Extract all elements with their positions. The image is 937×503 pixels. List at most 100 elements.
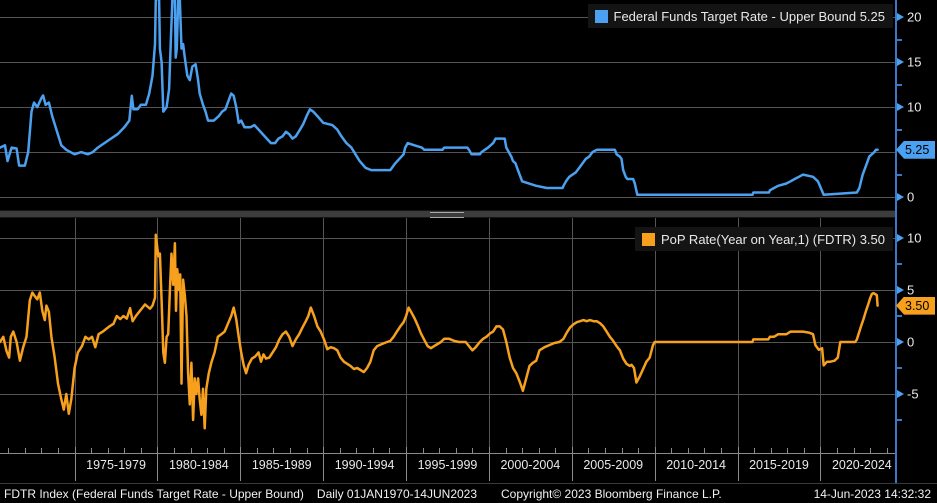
- period-separator: [406, 447, 407, 481]
- year-tick: [191, 448, 192, 453]
- panel-divider-handle-icon[interactable]: [430, 212, 464, 218]
- time-axis-line: [0, 453, 895, 454]
- year-tick: [854, 448, 855, 453]
- right-value-axis: 20 15 10 0 5.25 10 5 0 -5 3.50: [895, 0, 937, 483]
- axis-minor-tick: [897, 262, 902, 265]
- period-separator: [323, 447, 324, 481]
- year-tick: [141, 448, 142, 453]
- time-axis-label: 1975-1979: [86, 458, 146, 472]
- panel-divider[interactable]: [0, 210, 895, 218]
- year-tick: [124, 448, 125, 453]
- pop-rate-line: [0, 233, 879, 430]
- period-separator: [240, 447, 241, 481]
- year-tick: [472, 448, 473, 453]
- year-tick: [174, 448, 175, 453]
- year-tick: [58, 448, 59, 453]
- time-axis-label: 2015-2019: [749, 458, 809, 472]
- year-tick: [108, 448, 109, 453]
- year-tick: [887, 448, 888, 453]
- year-tick: [638, 448, 639, 453]
- time-axis-label: 1985-1989: [251, 458, 312, 472]
- axis-minor-tick: [897, 314, 902, 317]
- axis-minor-tick: [897, 128, 902, 131]
- year-tick: [224, 448, 225, 453]
- year-tick: [389, 448, 390, 453]
- year-tick: [506, 448, 507, 453]
- axis-tick-label: 5: [907, 282, 915, 298]
- year-tick: [8, 448, 9, 453]
- year-tick: [25, 448, 26, 453]
- period-separator: [738, 447, 739, 481]
- axis-tick-label: 10: [907, 99, 922, 115]
- time-axis-label: 2000-2004: [500, 458, 561, 472]
- axis-tick-arrow-icon: [897, 193, 904, 202]
- time-axis: 1975-1979 1980-1984 1985-1989 1990-1994 1995…: [0, 447, 895, 483]
- period-separator: [572, 447, 573, 481]
- pop-rate-line-plot: [0, 218, 895, 447]
- axis-tick-arrow-icon: [897, 13, 904, 22]
- pop-rate-legend-swatch-icon: [641, 232, 655, 246]
- axis-minor-tick: [897, 418, 902, 421]
- period-separator: [489, 447, 490, 481]
- axis-tick-arrow-icon: [897, 58, 904, 67]
- pop-rate-panel[interactable]: PoP Rate(Year on Year,1) (FDTR) 3.50: [0, 218, 895, 447]
- year-tick: [539, 448, 540, 453]
- year-tick: [307, 448, 308, 453]
- time-axis-label: 1990-1994: [334, 458, 395, 472]
- time-axis-label: 2005-2009: [583, 458, 644, 472]
- periodicity-date-range: Daily 01JAN1970-14JUN2023: [316, 486, 478, 501]
- year-tick: [588, 448, 589, 453]
- axis-tick-arrow-icon: [897, 389, 904, 398]
- pop-rate-legend-label: PoP Rate(Year on Year,1) (FDTR) 3.50: [660, 231, 885, 247]
- current-datetime: 14-Jun-2023 14:32:32: [813, 486, 931, 501]
- year-tick: [456, 448, 457, 453]
- axis-tick-arrow-icon: [897, 233, 904, 242]
- axis-minor-tick: [897, 366, 902, 369]
- year-tick: [439, 448, 440, 453]
- year-tick: [522, 448, 523, 453]
- last-value-badge: 3.50: [896, 296, 935, 315]
- fed-funds-legend[interactable]: Federal Funds Target Rate - Upper Bound …: [587, 4, 893, 28]
- year-tick: [356, 448, 357, 453]
- year-tick: [290, 448, 291, 453]
- axis-minor-tick: [897, 173, 902, 176]
- fed-funds-legend-label: Federal Funds Target Rate - Upper Bound …: [613, 8, 885, 24]
- year-tick: [671, 448, 672, 453]
- status-bar: FDTR Index (Federal Funds Target Rate - …: [0, 483, 937, 503]
- time-axis-label: 1980-1984: [168, 458, 229, 472]
- time-axis-label: 2020-2024: [831, 458, 892, 472]
- value-axis-line: [895, 0, 897, 483]
- year-tick: [555, 448, 556, 453]
- fed-funds-line: [0, 0, 879, 197]
- year-tick: [273, 448, 274, 453]
- axis-tick-label: 10: [907, 230, 922, 246]
- axis-tick-label: 0: [907, 334, 915, 350]
- year-tick: [41, 448, 42, 453]
- axis-tick-arrow-icon: [897, 285, 904, 294]
- fed-funds-line-plot: [0, 0, 895, 198]
- year-tick: [423, 448, 424, 453]
- period-separator: [820, 447, 821, 481]
- axis-tick-label: -5: [907, 386, 919, 402]
- period-separator: [655, 447, 656, 481]
- axis-tick-arrow-icon: [897, 103, 904, 112]
- time-axis-label: 1995-1999: [417, 458, 478, 472]
- year-tick: [91, 448, 92, 453]
- year-tick: [704, 448, 705, 453]
- pop-rate-legend[interactable]: PoP Rate(Year on Year,1) (FDTR) 3.50: [634, 227, 893, 251]
- year-tick: [257, 448, 258, 453]
- year-tick: [373, 448, 374, 453]
- fed-funds-legend-swatch-icon: [594, 9, 608, 23]
- year-tick: [870, 448, 871, 453]
- copyright-notice: Copyright© 2023 Bloomberg Finance L.P.: [501, 486, 722, 501]
- year-tick: [605, 448, 606, 453]
- year-tick: [340, 448, 341, 453]
- year-tick: [688, 448, 689, 453]
- fed-funds-rate-panel[interactable]: Federal Funds Target Rate - Upper Bound …: [0, 0, 895, 210]
- axis-tick-arrow-icon: [897, 337, 904, 346]
- axis-minor-tick: [897, 38, 902, 41]
- last-value-badge: 5.25: [896, 140, 935, 159]
- year-tick: [837, 448, 838, 453]
- year-tick: [787, 448, 788, 453]
